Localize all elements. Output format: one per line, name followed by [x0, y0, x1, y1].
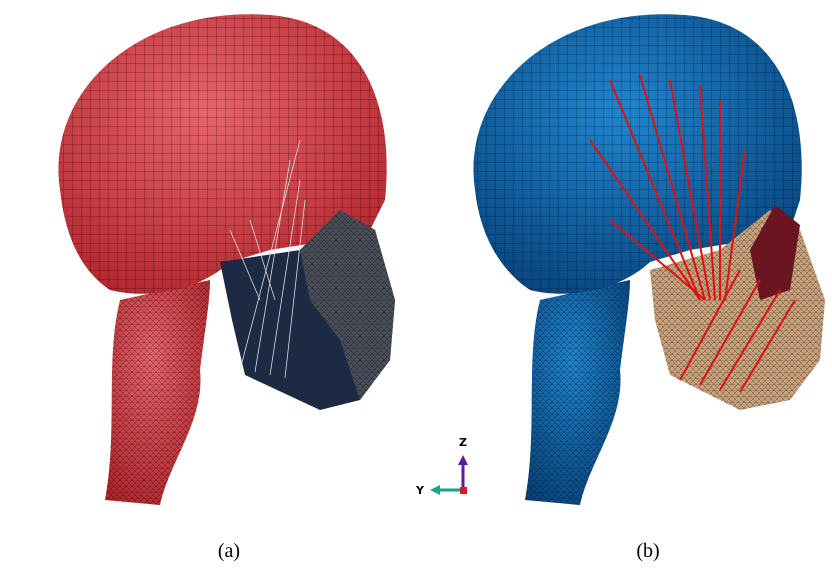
skull-model-b	[473, 14, 825, 505]
page: Z Y (a) (b) (() => { const data = JSON.p…	[0, 0, 832, 570]
panel-label: (a)	[218, 540, 240, 562]
y-axis-label: Y	[415, 484, 425, 497]
skull-model-a	[58, 14, 395, 505]
figure: Z Y (a) (b)	[0, 0, 832, 570]
axis-triad: Z Y	[415, 436, 468, 497]
z-axis-label: Z	[459, 436, 467, 449]
panel-label: (b)	[636, 540, 659, 562]
